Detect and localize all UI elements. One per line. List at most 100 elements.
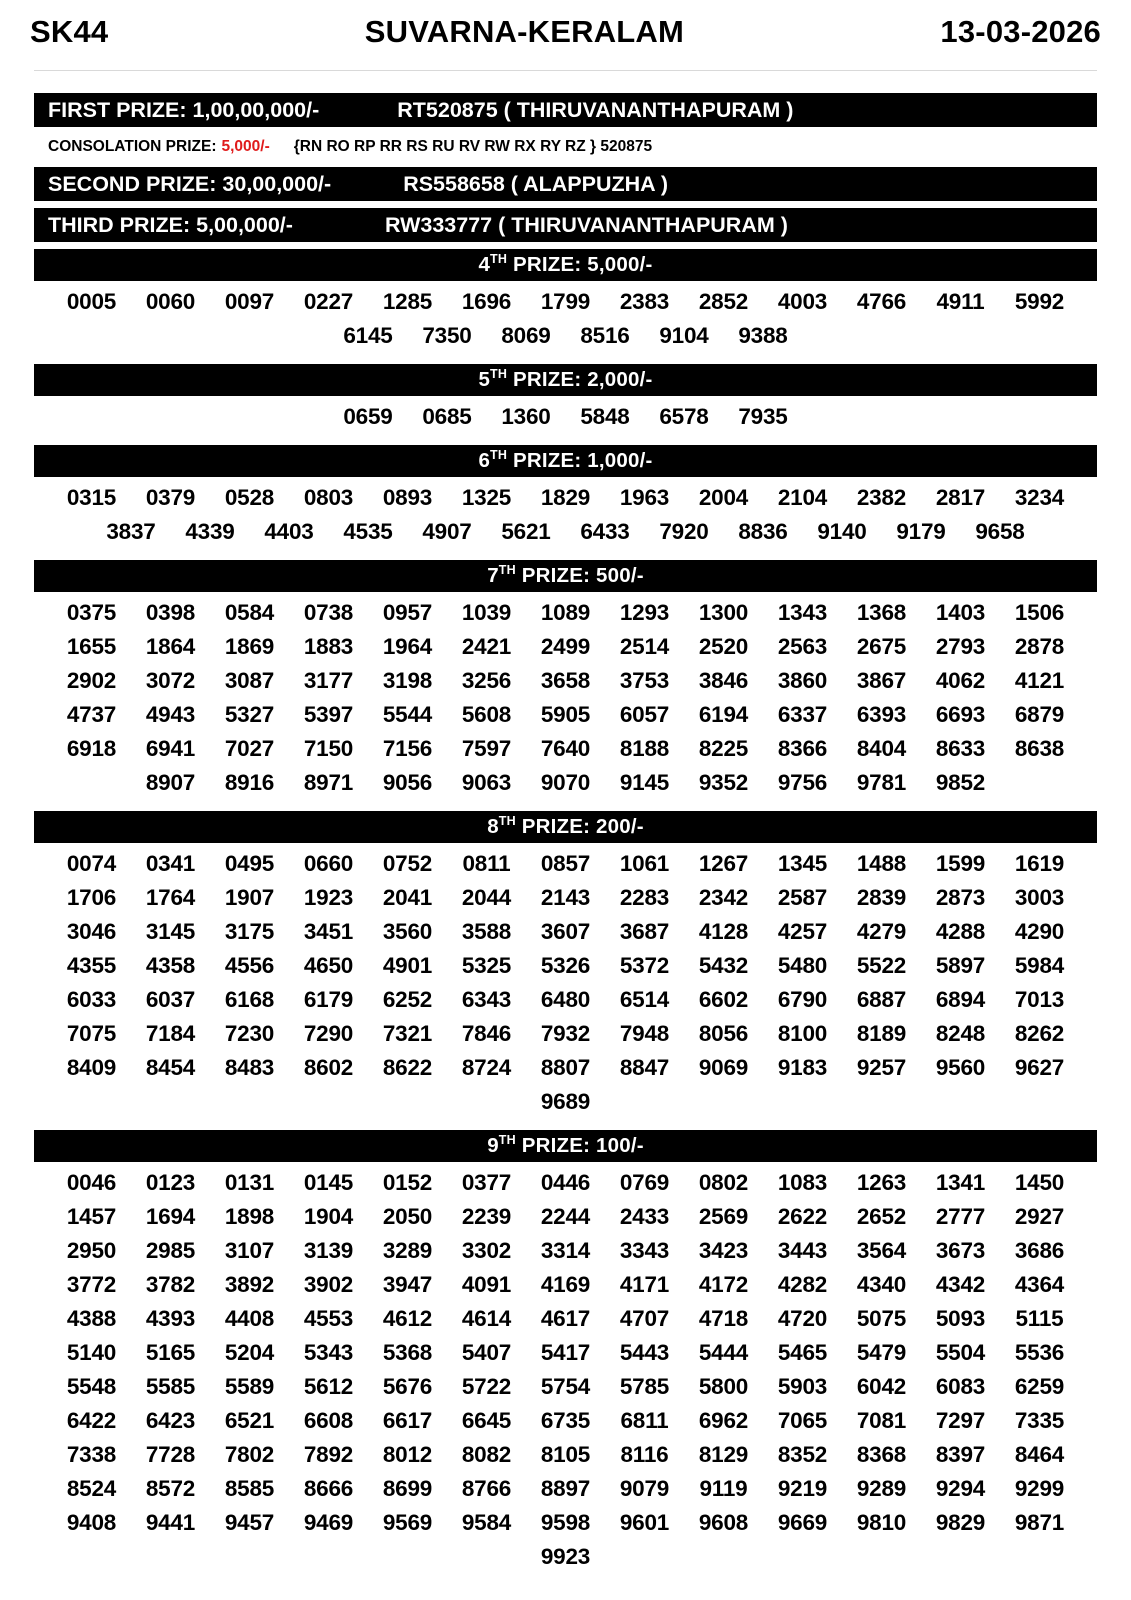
prize-number: 6521	[224, 1408, 275, 1433]
prize-number: 8082	[461, 1442, 512, 1467]
prize-number: 6343	[461, 987, 512, 1012]
prize-number: 8368	[856, 1442, 907, 1467]
prize-number: 8724	[461, 1055, 512, 1080]
prize-number: 6423	[145, 1408, 196, 1433]
prize-number: 0769	[619, 1170, 670, 1195]
prize-number: 8847	[619, 1055, 670, 1080]
prize-number: 3302	[461, 1238, 512, 1263]
prize-number: 9352	[698, 770, 749, 795]
prize-number: 8012	[382, 1442, 433, 1467]
prize-number: 4339	[185, 519, 235, 544]
number-row: 8409 8454 8483 8602 8622 8724 8807 8847 9069 9183…	[44, 1052, 1087, 1084]
prize-number: 1457	[66, 1204, 117, 1229]
document-header: SK44 SUVARNA-KERALAM 13-03-2026	[0, 0, 1131, 66]
prize-number: 5140	[66, 1340, 117, 1365]
prize-number: 5165	[145, 1340, 196, 1365]
prize-number: 0227	[303, 289, 354, 314]
prize-number: 2433	[619, 1204, 670, 1229]
lottery-code: SK44	[30, 14, 109, 49]
prize-number: 2927	[1014, 1204, 1065, 1229]
prize-number: 1904	[303, 1204, 354, 1229]
prize-number: 5327	[224, 702, 275, 727]
prize-number: 3451	[303, 919, 354, 944]
prize-number: 4290	[1014, 919, 1065, 944]
prize-number: 3343	[619, 1238, 670, 1263]
prize-number: 6811	[620, 1408, 669, 1433]
prize-number: 2902	[66, 668, 117, 693]
prize-number: 2839	[856, 885, 907, 910]
consolation-prize-series: {RN RO RP RR RS RU RV RW RX RY RZ } 5208…	[293, 138, 653, 155]
prize-number: 1089	[540, 600, 591, 625]
prize-number: 2104	[777, 485, 828, 510]
prize-number: 3072	[145, 668, 196, 693]
prize-number: 5465	[777, 1340, 828, 1365]
prize-number: 7640	[540, 736, 591, 761]
number-row: 1706 1764 1907 1923 2041 2044 2143 2283 2342 2587…	[44, 882, 1087, 914]
number-row: 6422 6423 6521 6608 6617 6645 6735 6811 6962 7065…	[44, 1405, 1087, 1437]
prize-number: 9598	[540, 1510, 591, 1535]
prize-number: 9070	[540, 770, 591, 795]
prize-section-5: 5TH PRIZE: 2,000/- 0659 0685 1360 5848 6578 79…	[34, 364, 1097, 433]
prize-number: 6645	[461, 1408, 512, 1433]
prize-number: 0528	[224, 485, 275, 510]
prize-number: 0375	[66, 600, 117, 625]
prize-number: 6393	[856, 702, 907, 727]
prize-number: 9183	[777, 1055, 828, 1080]
prize-number: 3782	[145, 1272, 196, 1297]
prize-number: 1343	[777, 600, 828, 625]
prize-number: 9294	[935, 1476, 986, 1501]
ordinal-suffix: TH	[498, 563, 516, 578]
prize-number: 4720	[777, 1306, 828, 1331]
prize-number: 7948	[619, 1021, 670, 1046]
number-row: 0005 0060 0097 0227 1285 1696 1799 2383 2852 4003…	[44, 286, 1087, 318]
prize-number: 8916	[224, 770, 275, 795]
prize-number: 0802	[698, 1170, 749, 1195]
prize-number: 7935	[738, 404, 788, 429]
prize-number: 4340	[856, 1272, 907, 1297]
prize-number: 3087	[224, 668, 275, 693]
number-row: 3046 3145 3175 3451 3560 3588 3607 3687 4128 4257…	[44, 916, 1087, 948]
prize-number: 4907	[422, 519, 472, 544]
number-row: 8907 8916 8971 9056 9063 9070 9145 9352 9756 9781…	[44, 767, 1087, 799]
prize-number: 6083	[935, 1374, 986, 1399]
number-row: 8524 8572 8585 8666 8699 8766 8897 9079 9119 9219…	[44, 1473, 1087, 1505]
prize-number: 6168	[224, 987, 275, 1012]
prize-number: 8129	[698, 1442, 749, 1467]
prize-number: 8464	[1014, 1442, 1065, 1467]
prize-number: 5722	[461, 1374, 512, 1399]
prize-number: 1599	[935, 851, 986, 876]
prize-number: 0446	[540, 1170, 591, 1195]
prize-number: 7728	[145, 1442, 196, 1467]
prize-number: 3564	[856, 1238, 907, 1263]
number-row: 6145 7350 8069 8516 9104 9388	[44, 320, 1087, 352]
prize-number: 9669	[777, 1510, 828, 1535]
prize-number: 6887	[856, 987, 907, 1012]
prize-number: 4707	[619, 1306, 670, 1331]
prize-number: 0005	[66, 289, 117, 314]
prize-number: 2004	[698, 485, 749, 510]
prize-number: 4617	[540, 1306, 591, 1331]
prize-number: 7338	[66, 1442, 117, 1467]
prize-number: 0495	[224, 851, 275, 876]
prize-number: 5522	[856, 953, 907, 978]
prize-number: 1450	[1014, 1170, 1065, 1195]
prize-number: 3588	[461, 919, 512, 944]
prize-number: 5585	[145, 1374, 196, 1399]
prize-number: 2817	[935, 485, 986, 510]
prize-section-4: 4TH PRIZE: 5,000/- 0005 0060 0097 0227 1285 16…	[34, 249, 1097, 352]
prize-number: 6259	[1014, 1374, 1065, 1399]
prize-number-grid: 0659 0685 1360 5848 6578 7935	[34, 401, 1097, 433]
prize-section-title: 4TH PRIZE: 5,000/-	[478, 252, 653, 276]
prize-number: 2873	[935, 885, 986, 910]
prize-number: 6602	[698, 987, 749, 1012]
prize-number: 4556	[224, 953, 275, 978]
prize-number: 1706	[66, 885, 117, 910]
number-row: 6033 6037 6168 6179 6252 6343 6480 6514 6602 6790…	[44, 984, 1087, 1016]
prize-number: 4288	[935, 919, 986, 944]
prize-number: 7321	[382, 1021, 433, 1046]
prize-number: 0060	[145, 289, 196, 314]
number-row: 5548 5585 5589 5612 5676 5722 5754 5785 5800 5903…	[44, 1371, 1087, 1403]
prize-number: 2050	[382, 1204, 433, 1229]
prize-number: 2675	[856, 634, 907, 659]
prize-number: 8524	[66, 1476, 117, 1501]
